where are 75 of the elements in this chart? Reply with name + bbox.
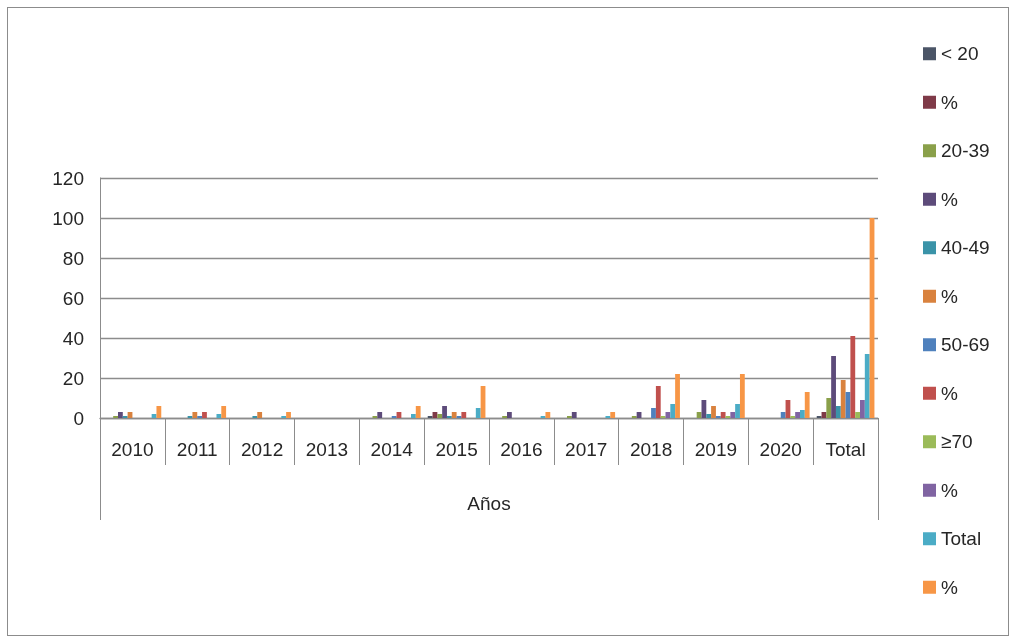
bar xyxy=(216,414,222,418)
x-axis-title: Años xyxy=(467,493,511,514)
bar xyxy=(192,412,198,418)
bar xyxy=(826,398,832,418)
bar xyxy=(730,412,736,418)
legend-label: Total xyxy=(941,528,982,550)
bar xyxy=(675,374,680,418)
bar xyxy=(804,392,810,418)
bar xyxy=(410,414,416,418)
x-tick-label: 2015 xyxy=(435,439,478,460)
bar xyxy=(701,400,707,418)
y-tick-label: 100 xyxy=(52,207,84,229)
legend-label: % xyxy=(941,382,958,404)
bar xyxy=(461,412,467,418)
bar xyxy=(850,336,856,418)
legend-label: % xyxy=(941,188,958,210)
bar xyxy=(780,412,786,418)
x-tick-label: Total xyxy=(825,439,866,460)
legend-label: 20-39 xyxy=(941,140,990,162)
bar xyxy=(706,414,712,418)
bar xyxy=(670,404,676,418)
bar xyxy=(221,406,227,418)
legend-label: % xyxy=(941,91,958,113)
bar xyxy=(711,406,716,418)
bar xyxy=(202,412,207,418)
bar xyxy=(835,406,841,418)
bar xyxy=(860,400,865,418)
legend-label: % xyxy=(941,285,958,307)
bar xyxy=(545,412,551,418)
bar xyxy=(571,412,577,418)
y-tick-label: 60 xyxy=(62,287,84,309)
bar xyxy=(475,408,481,418)
bar xyxy=(720,412,726,418)
bar xyxy=(506,412,512,418)
bar xyxy=(415,406,421,418)
bar xyxy=(451,412,457,418)
bar xyxy=(739,374,745,418)
y-tick-label: 0 xyxy=(73,407,84,429)
bar xyxy=(831,356,836,418)
y-tick-label: 80 xyxy=(62,247,84,269)
bar xyxy=(286,412,291,418)
y-tick-label: 40 xyxy=(62,327,84,349)
x-tick-label: 2017 xyxy=(565,439,608,460)
bar xyxy=(257,412,263,418)
legend-label: 50-69 xyxy=(941,334,990,356)
bar xyxy=(377,412,383,418)
legend-label: < 20 xyxy=(941,43,979,65)
y-tick-label: 20 xyxy=(62,367,84,389)
bar xyxy=(864,354,870,418)
bar xyxy=(117,412,123,418)
x-tick-label: 2011 xyxy=(176,439,218,460)
bar xyxy=(655,386,661,418)
bar xyxy=(799,410,805,418)
x-tick-label: 2010 xyxy=(111,439,154,460)
legend-label: 40-49 xyxy=(941,237,990,259)
bar xyxy=(840,380,846,418)
bar xyxy=(442,406,447,418)
legend-label: % xyxy=(941,479,958,501)
bar xyxy=(610,412,616,418)
legend-label: ≥70 xyxy=(941,431,973,453)
bar xyxy=(735,404,740,418)
x-tick-label: 2018 xyxy=(629,439,673,460)
bar xyxy=(437,414,443,418)
bar xyxy=(795,412,800,418)
x-tick-label: 2019 xyxy=(694,439,738,460)
y-tick-label: 120 xyxy=(52,167,84,189)
x-tick-label: 2012 xyxy=(240,439,284,460)
x-tick-label: 2016 xyxy=(500,439,543,460)
bar xyxy=(651,408,656,418)
x-tick-label: 2013 xyxy=(305,439,349,460)
legend-label: % xyxy=(941,576,958,598)
bar xyxy=(855,412,861,418)
bar xyxy=(156,406,162,418)
x-tick-label: 2014 xyxy=(370,439,414,460)
x-tick-label: 2020 xyxy=(759,439,802,460)
